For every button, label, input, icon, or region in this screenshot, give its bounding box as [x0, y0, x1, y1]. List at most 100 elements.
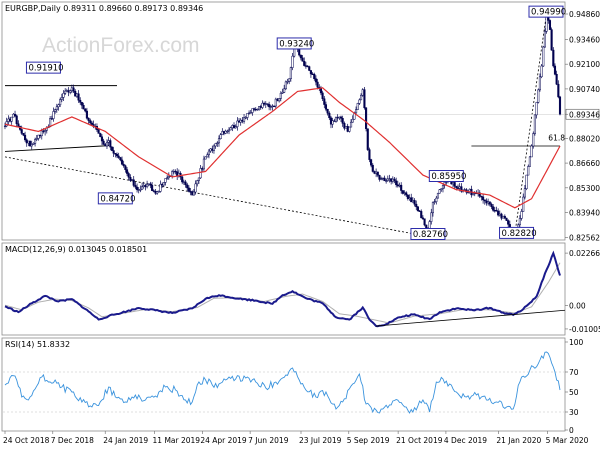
candle-body: [241, 119, 244, 122]
candle-body: [274, 98, 277, 107]
rsi-series-group: [3, 351, 564, 414]
candle-body: [90, 122, 93, 125]
date-tick-label: 24 Jan 2019: [103, 436, 148, 445]
candle-body: [172, 170, 175, 173]
candle-body: [321, 92, 324, 99]
candle-body: [329, 117, 333, 125]
candle-body: [142, 185, 145, 187]
annotation-label: 0.91910: [28, 64, 63, 74]
support-line: [4, 145, 109, 152]
rsi-tick-label: 50: [569, 388, 579, 397]
candle-body: [490, 203, 493, 207]
macd-tick-label: 0.00: [569, 302, 586, 311]
price-tick-label: 0.93460: [569, 35, 600, 44]
candle-body: [333, 120, 336, 122]
candle-body: [356, 103, 359, 110]
candle-body: [42, 130, 45, 133]
candle-body: [555, 73, 558, 85]
candle-body: [102, 140, 105, 145]
candle-body: [226, 130, 229, 133]
candle-body: [264, 103, 267, 105]
candle-body: [156, 191, 159, 194]
candle-body: [50, 118, 53, 120]
candle-body: [313, 73, 316, 79]
candle-body: [77, 93, 80, 101]
candle-body: [20, 129, 23, 134]
candle-body: [487, 201, 490, 204]
candle-body: [523, 188, 526, 198]
price-tick-label: 0.86660: [569, 159, 600, 168]
candle-body: [29, 140, 32, 147]
candle-body: [288, 78, 291, 82]
candle-body: [136, 186, 139, 190]
candle-body: [326, 108, 329, 114]
candle-body: [144, 185, 147, 188]
candle-body: [162, 182, 165, 186]
candle-body: [5, 121, 8, 127]
candle-body: [368, 149, 371, 160]
candle-body: [406, 194, 409, 199]
candle-body: [438, 189, 441, 194]
candle-body: [301, 57, 304, 62]
candle-body: [222, 131, 226, 134]
candle-body: [67, 90, 70, 93]
candle-body: [127, 173, 130, 178]
candle-body: [199, 168, 202, 179]
candle-body: [79, 99, 82, 103]
candle-body: [498, 213, 501, 216]
candle-body: [157, 191, 160, 193]
candle-body: [117, 155, 120, 158]
candle-body: [149, 183, 152, 186]
price-annotation: 0.82820: [499, 226, 537, 239]
rsi-header: RSI(14) 51.8332: [5, 340, 70, 349]
candle-body: [192, 191, 195, 196]
candle-body: [451, 182, 455, 185]
candle-body: [388, 178, 391, 180]
fib-projection-line: [514, 12, 548, 234]
annotation-label: 0.82760: [413, 230, 448, 240]
candle-body: [378, 174, 381, 180]
candle-body: [456, 187, 460, 189]
candle-body: [416, 206, 419, 212]
price-tick-label: 0.94860: [569, 10, 600, 19]
candle-body: [550, 29, 553, 51]
candle-body: [206, 154, 209, 158]
candle-body: [278, 98, 281, 102]
price-tick-label: 0.92100: [569, 60, 600, 69]
candle-body: [500, 213, 503, 219]
candle-body: [182, 181, 185, 183]
candle-body: [137, 189, 140, 191]
candle-body: [482, 196, 485, 201]
candle-body: [256, 108, 259, 111]
candle-body: [386, 178, 389, 181]
date-tick-label: 11 Mar 2019: [153, 436, 201, 445]
candle-body: [55, 106, 58, 110]
annotation-box: [499, 226, 535, 239]
candle-body: [341, 118, 344, 124]
candle-body: [258, 106, 261, 110]
candle-body: [30, 144, 33, 147]
candle-body: [44, 130, 47, 133]
price-annotation: 0.91910: [25, 61, 64, 74]
candle-body: [251, 108, 254, 113]
date-tick-label: 24 Oct 2018: [3, 436, 50, 445]
date-tick-label: 7 Jun 2019: [248, 436, 289, 445]
candle-body: [166, 177, 169, 179]
candle-body: [97, 129, 100, 134]
candle-body: [201, 168, 204, 170]
candle-body: [37, 134, 40, 139]
candle-body: [24, 134, 27, 141]
candle-body: [553, 65, 557, 75]
candle-body: [360, 94, 363, 101]
candle-body: [483, 199, 486, 202]
candle-body: [441, 185, 445, 189]
candle-body: [104, 144, 107, 147]
candle-body: [207, 150, 210, 156]
date-tick-label: 4 Dec 2019: [444, 436, 487, 445]
candle-body: [530, 145, 533, 158]
candle-body: [87, 117, 90, 121]
candle-body: [211, 148, 214, 151]
rsi-tick-label: 70: [569, 368, 579, 377]
candle-body: [348, 126, 351, 132]
candle-body: [323, 98, 326, 105]
